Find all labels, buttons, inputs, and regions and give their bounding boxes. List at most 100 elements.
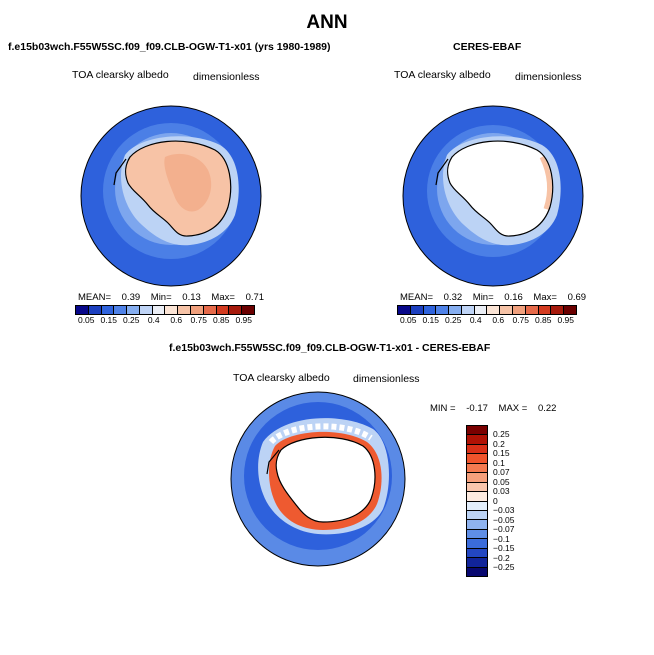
diff-units-label: dimensionless — [353, 373, 420, 385]
swatch — [467, 539, 487, 549]
model-panel-title: f.e15b03wch.F55W5SC.f09_f09.CLB-OGW-T1-x… — [8, 41, 331, 53]
diff-colorbar-tick-label: −0.25 — [493, 562, 515, 572]
swatch — [467, 558, 487, 568]
obs-panel-title: CERES-EBAF — [453, 41, 522, 53]
diff-colorbar-tick-label: −0.15 — [493, 543, 515, 553]
obs-polar-map — [402, 105, 584, 287]
swatch — [191, 306, 204, 314]
swatch — [76, 306, 89, 314]
diff-max-label: MAX = — [498, 403, 528, 414]
swatch — [467, 454, 487, 464]
diff-colorbar-labels: 0.25 0.2 0.15 0.1 0.07 0.05 0.03 0 −0.03 −0.05 −0.… — [493, 425, 553, 577]
swatch — [139, 306, 153, 314]
antarctic-land — [447, 141, 553, 237]
swatch — [474, 306, 488, 314]
obs-colorbar-swatches — [397, 305, 577, 315]
swatch — [467, 529, 487, 540]
coastal-ice-edge — [539, 155, 552, 210]
swatch — [467, 492, 487, 502]
map-boundary — [230, 391, 406, 567]
diff-colorbar-tick-label: −0.03 — [493, 505, 515, 515]
swatch — [436, 306, 450, 314]
diff-panel-title: f.e15b03wch.F55W5SC.f09_f09.CLB-OGW-T1-x… — [169, 342, 491, 354]
swatch — [467, 510, 487, 521]
colorbar-tick-label: 0.6 — [170, 315, 183, 325]
obs-stats: MEAN= 0.32 Min= 0.16 Max= 0.69 — [400, 292, 586, 303]
diff-colorbar-tick-label: 0.2 — [493, 438, 505, 449]
colorbar-tick-label: 0.05 — [399, 315, 417, 325]
swatch — [165, 306, 179, 314]
diff-colorbar-tick-label: −0.2 — [493, 552, 510, 563]
obs-min-label: Min= — [472, 292, 494, 303]
swatch — [152, 306, 166, 314]
diff-min-label: MIN = — [430, 403, 456, 414]
swatch — [410, 306, 424, 314]
model-stats: MEAN= 0.39 Min= 0.13 Max= 0.71 — [78, 292, 264, 303]
swatch — [467, 567, 487, 576]
diff-negative-edge — [268, 423, 373, 445]
swatch — [513, 306, 526, 314]
swatch — [88, 306, 102, 314]
swatch — [467, 473, 487, 483]
diff-max-value: 0.22 — [537, 403, 557, 414]
swatch — [203, 306, 217, 314]
coastline — [435, 140, 554, 237]
swatch — [467, 435, 487, 445]
obs-mean-label: MEAN= — [400, 292, 433, 303]
diff-colorbar-tick-label: −0.07 — [493, 524, 515, 534]
obs-units-label: dimensionless — [515, 71, 582, 83]
model-min-label: Min= — [150, 292, 172, 303]
diff-colorbar-tick-label: 0 — [493, 495, 498, 506]
swatch — [398, 306, 411, 314]
diff-colorbar — [466, 425, 488, 577]
obs-colorbar-labels: 0.05 0.15 0.25 0.4 0.6 0.75 0.85 0.95 — [397, 315, 577, 325]
model-max-label: Max= — [211, 292, 235, 303]
swatch — [229, 306, 243, 314]
colorbar-tick-label: 0.95 — [557, 315, 575, 325]
colorbar-tick-label: 0.15 — [100, 315, 118, 325]
coastline — [266, 436, 376, 523]
model-colorbar-labels: 0.05 0.15 0.25 0.4 0.6 0.75 0.85 0.95 — [75, 315, 255, 325]
colorbar-tick-label: 0.85 — [534, 315, 552, 325]
diff-colorbar-tick-label: 0.15 — [493, 448, 510, 458]
swatch — [449, 306, 462, 314]
colorbar-tick-label: 0.4 — [147, 315, 160, 325]
swatch — [487, 306, 501, 314]
model-min-value: 0.13 — [182, 292, 201, 303]
swatch — [525, 306, 539, 314]
diff-colorbar-tick-label: −0.1 — [493, 533, 510, 544]
colorbar-tick-label: 0.15 — [422, 315, 440, 325]
colorbar-tick-label: 0.95 — [235, 315, 253, 325]
model-max-value: 0.71 — [245, 292, 265, 303]
obs-variable-label: TOA clearsky albedo — [394, 69, 491, 81]
swatch — [467, 548, 487, 559]
diff-colorbar-tick-label: 0.05 — [493, 476, 510, 487]
map-boundary — [402, 105, 584, 287]
swatch — [467, 501, 487, 511]
colorbar-tick-label: 0.85 — [212, 315, 230, 325]
colorbar-tick-label: 0.75 — [190, 315, 208, 325]
obs-colorbar: 0.05 0.15 0.25 0.4 0.6 0.75 0.85 0.95 — [397, 305, 577, 325]
obs-max-label: Max= — [533, 292, 557, 303]
swatch — [178, 306, 192, 314]
swatch — [467, 482, 487, 493]
swatch — [101, 306, 115, 314]
swatch — [423, 306, 437, 314]
model-colorbar-swatches — [75, 305, 255, 315]
diff-colorbar-tick-label: 0.1 — [493, 457, 505, 468]
diff-variable-label: TOA clearsky albedo — [233, 372, 330, 384]
swatch — [467, 520, 487, 530]
swatch — [467, 444, 487, 455]
obs-min-value: 0.16 — [504, 292, 523, 303]
model-units-label: dimensionless — [193, 71, 260, 83]
colorbar-tick-label: 0.25 — [122, 315, 140, 325]
diff-colorbar-tick-label: 0.25 — [493, 429, 510, 439]
obs-mean-value: 0.32 — [443, 292, 463, 303]
colorbar-tick-label: 0.05 — [77, 315, 95, 325]
coastline — [113, 140, 232, 237]
swatch — [564, 306, 576, 314]
swatch — [467, 426, 487, 436]
diff-stats: MIN = -0.17 MAX = 0.22 — [430, 403, 556, 414]
diff-colorbar-tick-label: 0.03 — [493, 486, 510, 496]
swatch — [216, 306, 230, 314]
